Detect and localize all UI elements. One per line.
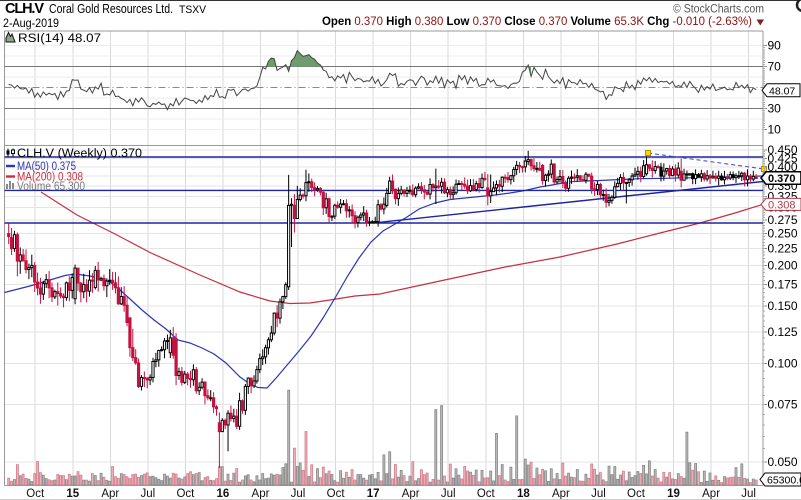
svg-text:65300.0: 65300.0 — [767, 475, 801, 487]
svg-text:CLH.V: CLH.V — [5, 1, 44, 17]
svg-text:Coral Gold Resources Ltd.: Coral Gold Resources Ltd. — [49, 2, 173, 16]
svg-text:0.450: 0.450 — [768, 143, 798, 157]
svg-text:0.250: 0.250 — [768, 227, 798, 241]
svg-text:Jul: Jul — [140, 488, 155, 500]
svg-text:Oct: Oct — [26, 488, 45, 500]
svg-text:16: 16 — [217, 488, 230, 500]
svg-text:0.175: 0.175 — [768, 277, 798, 291]
svg-text:© StockCharts.com: © StockCharts.com — [673, 4, 764, 16]
svg-text:15: 15 — [66, 488, 79, 500]
svg-text:Oct: Oct — [176, 488, 195, 500]
svg-text:RSI(14) 48.07: RSI(14) 48.07 — [18, 33, 101, 45]
svg-text:30: 30 — [768, 102, 782, 116]
svg-text:10: 10 — [768, 123, 782, 137]
svg-text:0.370: 0.370 — [768, 173, 796, 185]
svg-text:17: 17 — [367, 488, 380, 500]
svg-text:0.275: 0.275 — [768, 213, 798, 227]
svg-text:Volume 65,300: Volume 65,300 — [17, 181, 85, 193]
svg-text:Apr: Apr — [402, 488, 420, 500]
svg-text:90: 90 — [768, 39, 782, 53]
svg-text:Oct: Oct — [627, 488, 646, 500]
svg-text:0.050: 0.050 — [768, 455, 798, 469]
svg-text:Oct: Oct — [477, 488, 496, 500]
svg-text:0.100: 0.100 — [768, 357, 798, 371]
svg-text:Jul: Jul — [291, 488, 306, 500]
svg-text:Apr: Apr — [702, 488, 720, 500]
svg-text:48.07: 48.07 — [769, 85, 795, 97]
svg-text:TSXV: TSXV — [179, 4, 207, 16]
svg-text:Apr: Apr — [101, 488, 119, 500]
svg-text:0.308: 0.308 — [768, 199, 796, 211]
svg-text:Jul: Jul — [441, 488, 456, 500]
svg-text:0.125: 0.125 — [768, 325, 798, 339]
svg-text:Apr: Apr — [552, 488, 570, 500]
svg-text:Apr: Apr — [252, 488, 270, 500]
svg-text:0.150: 0.150 — [768, 299, 798, 313]
svg-text:70: 70 — [768, 60, 782, 74]
svg-text:Jul: Jul — [741, 488, 756, 500]
svg-text:0.200: 0.200 — [768, 258, 798, 272]
svg-text:0.400: 0.400 — [768, 160, 798, 174]
svg-text:Oct: Oct — [327, 488, 346, 500]
svg-text:2-Aug-2019: 2-Aug-2019 — [3, 18, 59, 30]
svg-text:0.075: 0.075 — [768, 398, 798, 412]
svg-text:0.425: 0.425 — [768, 151, 798, 165]
svg-text:CLH.V (Weekly) 0.370: CLH.V (Weekly) 0.370 — [17, 148, 142, 160]
svg-text:MA(200) 0.308: MA(200) 0.308 — [17, 172, 83, 184]
svg-text:18: 18 — [517, 488, 530, 500]
svg-text:19: 19 — [667, 488, 680, 500]
svg-text:Open 0.370 High 0.380 Low 0.37: Open 0.370 High 0.380 Low 0.370 Close 0.… — [322, 16, 752, 28]
svg-text:MA(50) 0.375: MA(50) 0.375 — [17, 161, 76, 173]
svg-text:Jul: Jul — [591, 488, 606, 500]
svg-text:0.225: 0.225 — [768, 242, 798, 256]
